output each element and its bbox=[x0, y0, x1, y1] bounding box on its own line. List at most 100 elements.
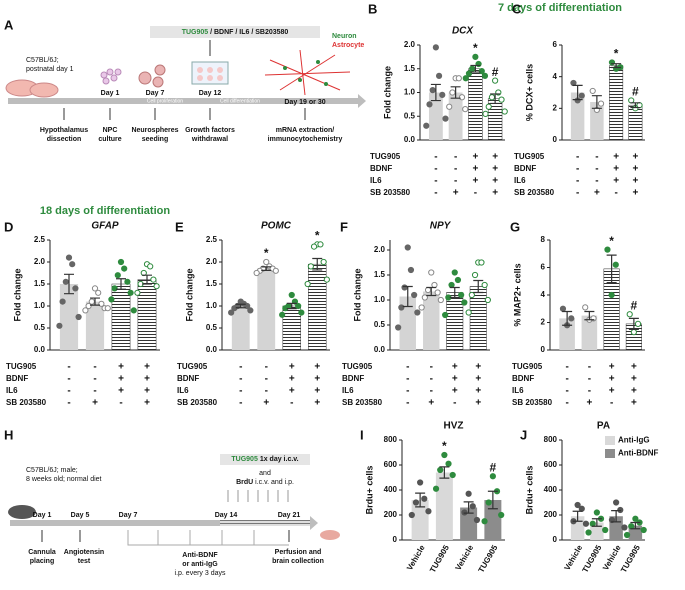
data-point bbox=[244, 302, 251, 310]
bar bbox=[590, 522, 604, 540]
y-tick-label: 0 bbox=[553, 135, 558, 144]
data-point bbox=[428, 269, 435, 276]
panel-h: H C57BL/6J; male; 8 weeks old; normal di… bbox=[4, 427, 340, 577]
panel-letter: I bbox=[360, 427, 364, 442]
y-tick-label: 1.5 bbox=[374, 270, 386, 279]
data-point bbox=[432, 44, 439, 51]
condition-label: BDNF bbox=[342, 374, 364, 383]
bar bbox=[308, 263, 327, 351]
condition-sign: + bbox=[453, 188, 459, 199]
condition-sign: + bbox=[314, 362, 320, 373]
data-point bbox=[465, 309, 472, 316]
data-point bbox=[458, 291, 465, 299]
y-tick-label: 0.5 bbox=[34, 323, 46, 332]
condition-label: SB 203580 bbox=[514, 188, 555, 197]
condition-sign: + bbox=[475, 386, 481, 397]
condition-label: TUG905 bbox=[342, 362, 373, 371]
data-point bbox=[462, 106, 469, 113]
data-point bbox=[449, 89, 456, 96]
panel-letter: D bbox=[4, 219, 13, 234]
y-tick-label: 1.5 bbox=[404, 64, 416, 73]
panel-letter: H bbox=[4, 427, 13, 442]
significance-marker: # bbox=[631, 298, 638, 312]
condition-label: BDNF bbox=[6, 374, 28, 383]
condition-sign: - bbox=[93, 386, 96, 397]
diagram-text: Day 1 bbox=[101, 90, 120, 97]
x-tick-label: Vehicle bbox=[454, 543, 476, 572]
error-bar bbox=[463, 501, 474, 514]
x-tick-label: TUG905 bbox=[581, 543, 604, 574]
condition-sign: - bbox=[576, 188, 579, 199]
neurosphere-icon bbox=[138, 64, 166, 88]
chart-title: POMC bbox=[261, 221, 292, 232]
condition-sign: + bbox=[609, 386, 615, 397]
x-tick-label: TUG905 bbox=[619, 543, 642, 574]
significance-marker: # bbox=[632, 85, 639, 99]
y-tick-label: 0.0 bbox=[34, 345, 46, 354]
data-point bbox=[429, 87, 436, 94]
condition-sign: - bbox=[406, 374, 409, 385]
data-point bbox=[597, 100, 605, 107]
data-point bbox=[582, 304, 589, 311]
bar bbox=[609, 65, 624, 141]
condition-sign: - bbox=[239, 398, 242, 409]
data-point bbox=[589, 87, 596, 95]
data-point bbox=[431, 281, 438, 289]
data-point bbox=[435, 72, 443, 79]
significance-marker: * bbox=[315, 229, 320, 243]
plate-icon bbox=[191, 61, 229, 85]
condition-sign: + bbox=[609, 362, 615, 373]
data-point bbox=[298, 309, 305, 316]
data-point bbox=[69, 261, 76, 268]
y-tick-label: 0.0 bbox=[404, 135, 416, 144]
diagram-text: test bbox=[78, 558, 91, 565]
data-point bbox=[471, 271, 479, 279]
condition-sign: + bbox=[492, 176, 498, 187]
condition-label: IL6 bbox=[177, 386, 189, 395]
diagram-text: TUG905 bbox=[182, 29, 209, 36]
condition-label: IL6 bbox=[514, 176, 526, 185]
error-bar bbox=[286, 302, 297, 310]
data-point bbox=[295, 302, 302, 310]
data-point bbox=[65, 254, 73, 261]
data-point bbox=[279, 311, 286, 318]
condition-sign: + bbox=[452, 362, 458, 373]
data-point bbox=[288, 291, 295, 299]
error-bar bbox=[430, 83, 441, 102]
y-tick-label: 2 bbox=[541, 318, 546, 327]
bar bbox=[446, 292, 464, 351]
timeline bbox=[8, 98, 358, 104]
data-point bbox=[320, 258, 327, 266]
data-point bbox=[437, 466, 444, 474]
condition-sign: + bbox=[314, 398, 320, 409]
data-point bbox=[498, 511, 505, 519]
diagram-text: seeding bbox=[142, 136, 168, 143]
condition-sign: - bbox=[565, 362, 568, 373]
data-point bbox=[559, 305, 567, 312]
condition-sign: + bbox=[492, 152, 498, 163]
data-point bbox=[228, 309, 235, 316]
data-point bbox=[454, 276, 462, 284]
condition-label: IL6 bbox=[512, 386, 524, 395]
diagram-text: Day 19 or 30 bbox=[284, 99, 325, 106]
npc-icon bbox=[100, 68, 122, 85]
diagram-text: brain collection bbox=[272, 558, 324, 565]
y-tick-label: 0 bbox=[553, 535, 558, 544]
condition-sign: - bbox=[290, 398, 293, 409]
diagram-text: Perfusion and bbox=[275, 549, 322, 556]
data-point bbox=[91, 285, 99, 292]
error-bar bbox=[572, 510, 583, 522]
data-point bbox=[439, 91, 446, 98]
data-point bbox=[469, 503, 476, 510]
bar bbox=[435, 472, 453, 540]
condition-sign: - bbox=[406, 386, 409, 397]
condition-sign: + bbox=[609, 374, 615, 385]
y-tick-label: 0.0 bbox=[206, 345, 218, 354]
condition-sign: - bbox=[430, 362, 433, 373]
error-bar bbox=[584, 310, 595, 321]
diagram-text: Angiotensin bbox=[64, 549, 104, 556]
y-tick-label: 200 bbox=[384, 510, 398, 519]
data-point bbox=[481, 518, 488, 525]
diagram-text: Day 7 bbox=[119, 512, 138, 519]
data-point bbox=[462, 75, 469, 82]
